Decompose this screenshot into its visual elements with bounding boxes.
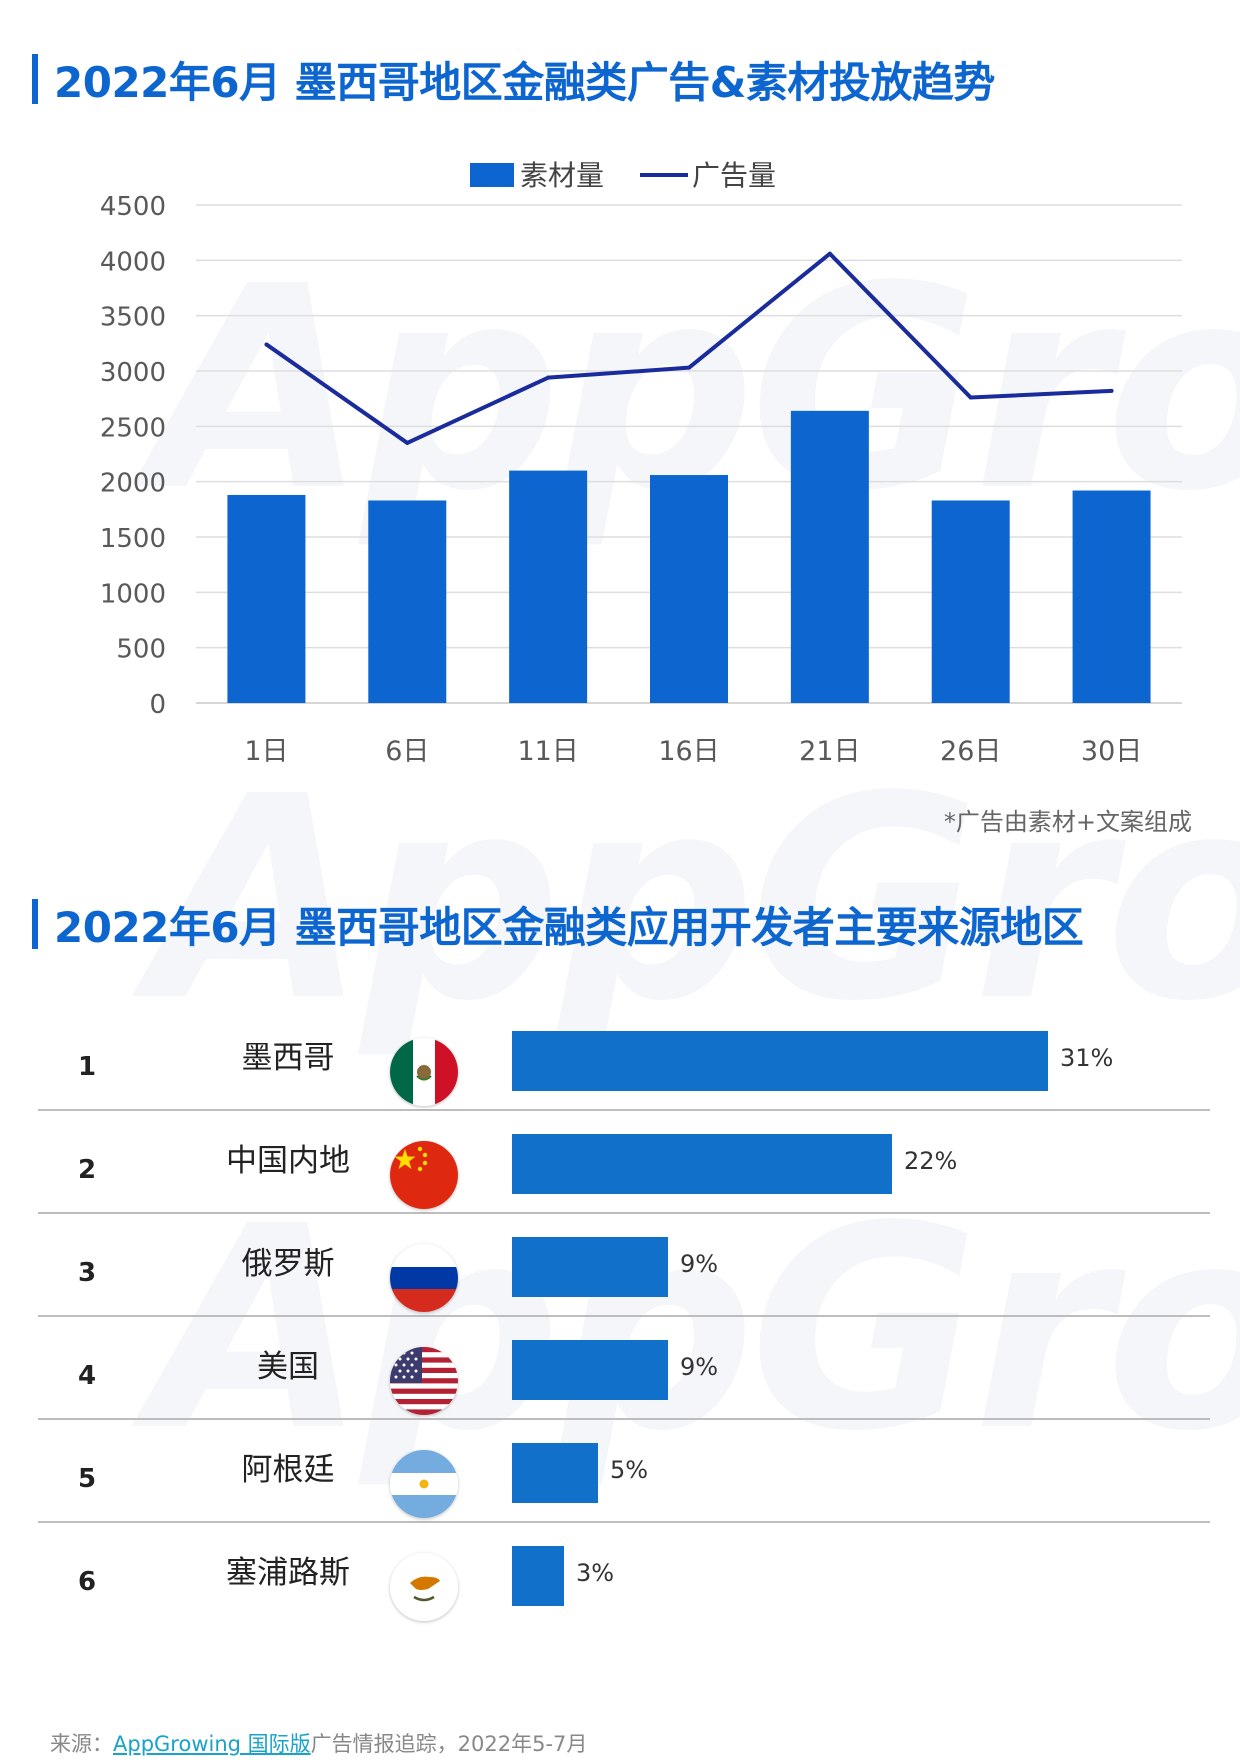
ranking-percent: 9% [680, 1353, 719, 1381]
source-suffix: 广告情报追踪，2022年5-7月 [310, 1732, 588, 1756]
chart-footnote: *广告由素材+文案组成 [943, 808, 1192, 836]
trend-chart: 0 500 1000 1500 2000 2500 3000 3500 4000 4500 1日 6日… [100, 159, 1182, 767]
bar-mark [368, 500, 447, 703]
y-tick-label: 3500 [100, 303, 166, 333]
bar-mark [650, 475, 728, 703]
watermark-bottom: AppGrowing [150, 1167, 1240, 1493]
mexico-flag-icon [390, 1038, 458, 1106]
y-tick-label: 0 [149, 690, 166, 720]
x-tick-label: 30日 [1081, 736, 1142, 767]
rank-number: 6 [78, 1567, 97, 1597]
region-name: 塞浦路斯 [226, 1555, 350, 1591]
region-name: 中国内地 [226, 1143, 350, 1179]
region-name: 阿根廷 [241, 1452, 335, 1488]
line-series [265, 251, 1112, 445]
ranking-bar [512, 1237, 668, 1297]
line-point [264, 342, 269, 347]
ranking-percent: 5% [610, 1456, 649, 1484]
source-footnote: 来源：AppGrowing 国际版广告情报追踪，2022年5-7月 [50, 1728, 587, 1758]
x-tick-label: 21日 [799, 736, 860, 767]
ranking-bar [512, 1134, 892, 1194]
line-point [405, 440, 410, 445]
x-tick-label: 6日 [385, 736, 429, 767]
title-accent-bar [32, 54, 38, 104]
ranking-bar [512, 1443, 598, 1503]
rank-number: 5 [78, 1464, 97, 1494]
region-name: 美国 [257, 1349, 319, 1385]
bar-mark [509, 470, 588, 703]
ranking-row: 1 墨西哥 31% [38, 1008, 1210, 1111]
y-tick-label: 3000 [100, 358, 166, 388]
line-point [827, 251, 832, 256]
y-tick-label: 1500 [100, 524, 166, 554]
ranking-row: 4 美国 9% [38, 1317, 1210, 1420]
source-link[interactable]: AppGrowing 国际版 [113, 1732, 311, 1756]
legend-bar-label: 素材量 [520, 159, 604, 192]
y-tick-label: 500 [116, 635, 166, 665]
region-name: 墨西哥 [241, 1040, 335, 1076]
rank-number: 3 [78, 1258, 97, 1288]
developer-title-text: 2022年6月 墨西哥地区金融类应用开发者主要来源地区 [54, 902, 1084, 952]
ranking-row: 5 阿根廷 5% [38, 1420, 1210, 1523]
line-point [687, 365, 691, 370]
rank-number: 4 [78, 1361, 97, 1391]
ranking-percent: 31% [1060, 1044, 1114, 1072]
ranking-percent: 3% [576, 1559, 615, 1587]
bar-mark [1072, 490, 1151, 703]
x-tick-label: 16日 [658, 736, 719, 767]
y-tick-label: 2500 [100, 413, 166, 443]
legend-bar-swatch [470, 163, 514, 187]
trend-title-text: 2022年6月 墨西哥地区金融类广告&素材投放趋势 [54, 57, 995, 107]
y-tick-label: 4500 [100, 192, 166, 222]
rank-number: 1 [78, 1052, 97, 1082]
region-name: 俄罗斯 [241, 1246, 335, 1282]
bar-mark [931, 500, 1010, 703]
cyprus-flag-icon [390, 1553, 458, 1621]
usa-flag-icon [390, 1347, 458, 1415]
developer-section-title: 2022年6月 墨西哥地区金融类应用开发者主要来源地区 [32, 898, 1084, 952]
ranking-row: 3 俄罗斯 9% [38, 1214, 1210, 1317]
bar-mark [227, 494, 306, 703]
ranking-bar [512, 1340, 668, 1400]
y-tick-label: 2000 [100, 469, 166, 499]
line-point [968, 395, 973, 400]
y-tick-label: 4000 [100, 247, 166, 277]
line-point [1109, 388, 1114, 393]
y-tick-label: 1000 [100, 579, 166, 609]
source-prefix: 来源： [50, 1732, 113, 1756]
china-flag-icon [390, 1141, 458, 1209]
argentina-flag-icon [390, 1450, 458, 1518]
trend-section-title: 2022年6月 墨西哥地区金融类广告&素材投放趋势 [32, 53, 995, 107]
bar-mark [790, 410, 869, 703]
watermark-middle: AppGrowing [150, 737, 1240, 1063]
ranking-row: 6 塞浦路斯 3% [38, 1523, 1210, 1624]
ranking-percent: 22% [904, 1147, 958, 1175]
line-point [546, 375, 551, 380]
ranking-bar [512, 1031, 1048, 1091]
x-tick-label: 26日 [940, 736, 1001, 767]
developer-ranking-table: 1 墨西哥 31% 2 中国内地 [38, 1008, 1210, 1624]
russia-flag-icon [390, 1244, 458, 1312]
ranking-row: 2 中国内地 22% [38, 1111, 1210, 1214]
ranking-percent: 9% [680, 1250, 719, 1278]
x-tick-label: 11日 [517, 736, 578, 767]
rank-number: 2 [78, 1155, 97, 1185]
x-tick-label: 1日 [244, 736, 288, 767]
title-accent-bar [32, 899, 38, 949]
ranking-bar [512, 1546, 564, 1606]
legend-line-label: 广告量 [692, 159, 776, 192]
